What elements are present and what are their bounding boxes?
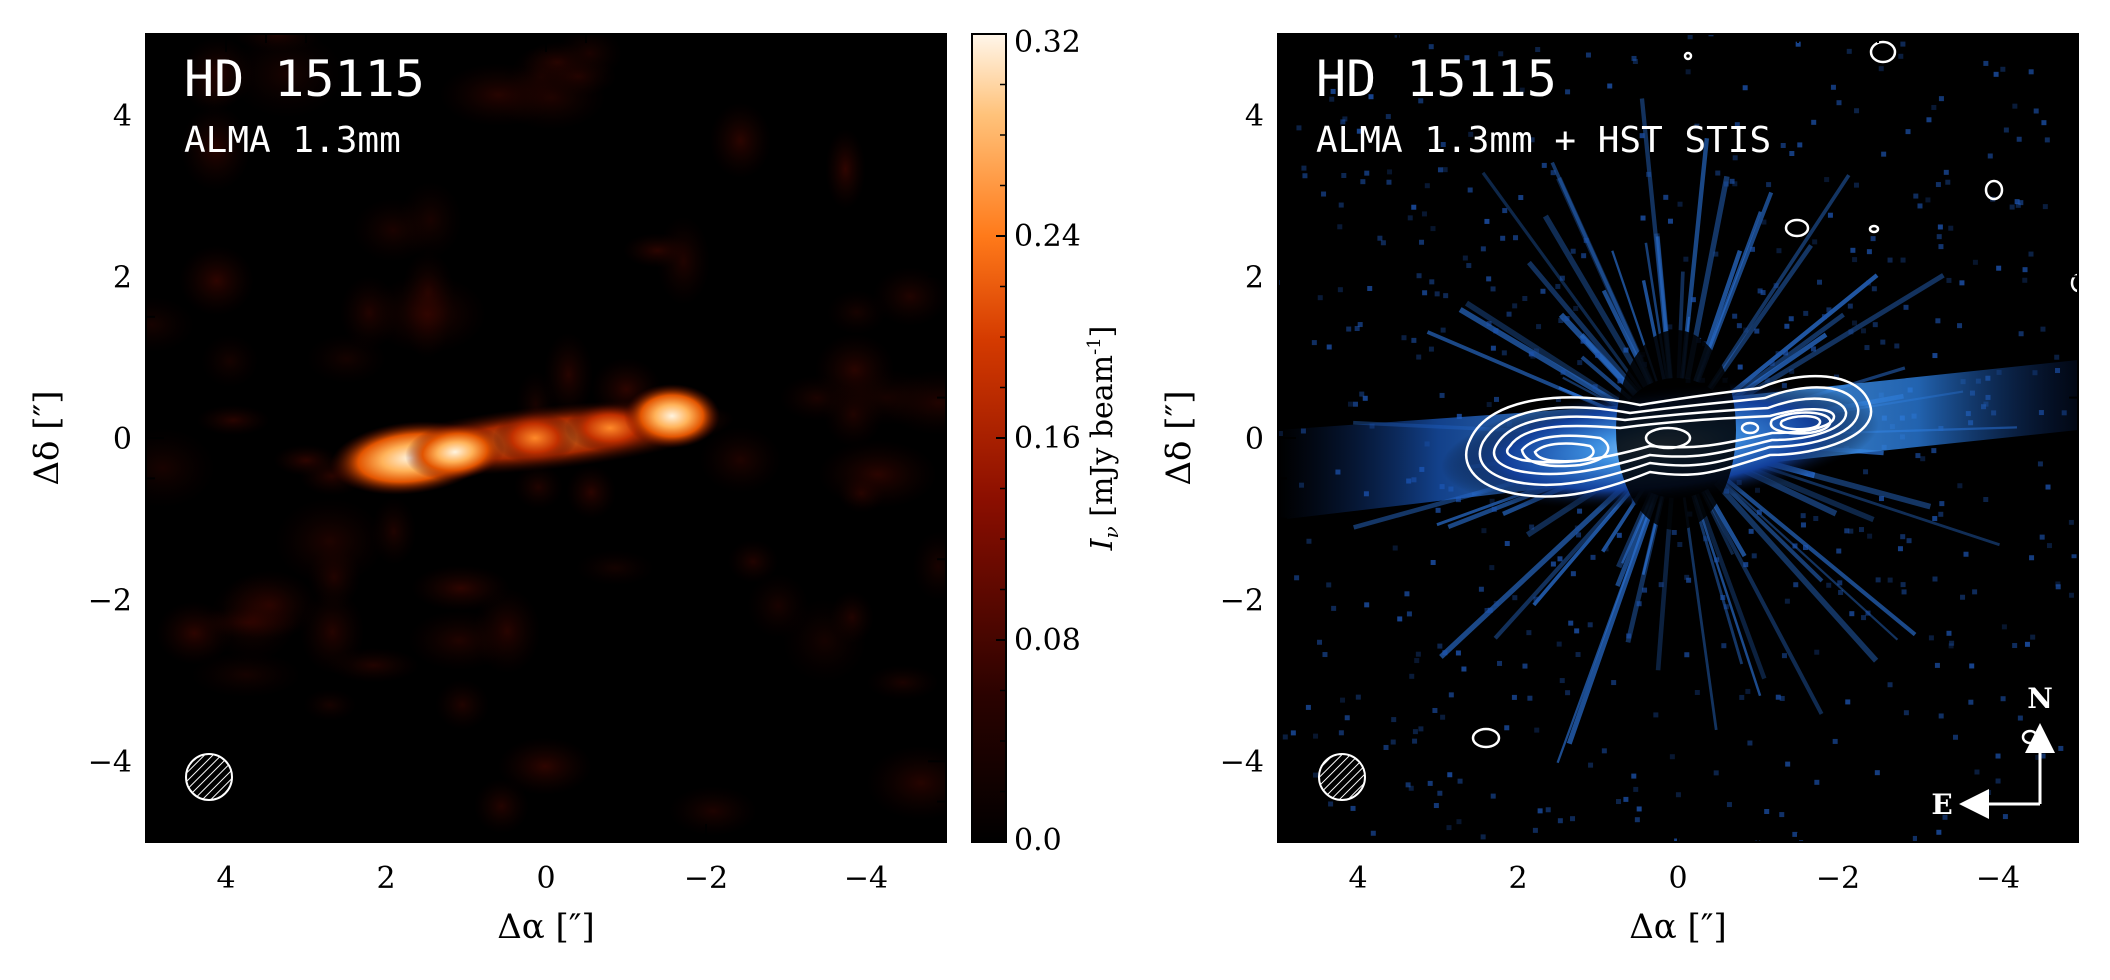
beam-ellipse — [185, 753, 233, 801]
beam-ellipse — [1318, 753, 1366, 801]
y-tick-label: 4 — [1245, 99, 1264, 134]
x-tick-label: 0 — [536, 861, 555, 896]
compass-east-label: E — [1931, 788, 1952, 821]
left-subtitle: ALMA 1.3mm — [184, 120, 401, 161]
x-tick-label: −4 — [1976, 861, 2020, 896]
y-tick-label: 2 — [1245, 260, 1264, 295]
left-axes: 4 4 2 2 0 0 −2 −2 −4 −4 — [88, 33, 947, 896]
x-tick-label: 0 — [1668, 861, 1687, 896]
y-tick-label: −2 — [1220, 584, 1264, 619]
left-map-image — [146, 34, 946, 837]
colorbar: 0.32 0.24 0.16 0.08 0.0 Iν [mJy beam-1] — [971, 25, 1123, 858]
y-tick-label: −4 — [88, 745, 132, 780]
x-tick-label: 2 — [376, 861, 395, 896]
right-xlabel: Δα [″] — [1629, 907, 1727, 947]
right-ylabel: Δδ [″] — [1159, 390, 1199, 485]
colorbar-tick-label: 0.32 — [1014, 25, 1081, 60]
right-panel: N E HD 15115 ALMA 1.3mm + HST STIS 4 4 2 2 0… — [1159, 33, 2079, 947]
x-tick-label: 4 — [216, 861, 235, 896]
colorbar-tick-label: 0.24 — [1014, 219, 1081, 254]
left-panel: HD 15115 ALMA 1.3mm 4 4 2 2 0 0 −2 −2 −4 −4 Δα [″… — [27, 33, 947, 947]
x-tick-label: −4 — [844, 861, 888, 896]
x-tick-label: 4 — [1348, 861, 1367, 896]
x-tick-label: −2 — [1816, 861, 1860, 896]
y-tick-label: 2 — [113, 260, 132, 295]
y-tick-label: 0 — [1245, 422, 1264, 457]
right-title: HD 15115 — [1316, 50, 1557, 108]
alma-contours — [1465, 40, 2078, 749]
colorbar-label: Iν [mJy beam-1] — [1084, 326, 1123, 552]
x-tick-label: 2 — [1508, 861, 1527, 896]
colorbar-tick-label: 0.08 — [1014, 623, 1081, 658]
x-tick-label: −2 — [684, 861, 728, 896]
y-tick-label: 4 — [113, 99, 132, 134]
right-subtitle: ALMA 1.3mm + HST STIS — [1316, 120, 1771, 161]
right-axes: 4 4 2 2 0 0 −2 −2 −4 −4 — [1220, 33, 2079, 896]
y-tick-label: −4 — [1220, 745, 1264, 780]
left-title: HD 15115 — [184, 50, 425, 108]
y-tick-label: −2 — [88, 584, 132, 619]
right-map-image: N E — [1278, 34, 2078, 842]
left-xlabel: Δα [″] — [497, 907, 595, 947]
compass — [1959, 723, 2055, 819]
colorbar-ticks: 0.32 0.24 0.16 0.08 0.0 — [996, 25, 1081, 858]
colorbar-tick-label: 0.16 — [1014, 421, 1081, 456]
left-ylabel: Δδ [″] — [27, 390, 67, 485]
colorbar-tick-label: 0.0 — [1014, 823, 1062, 858]
y-tick-label: 0 — [113, 422, 132, 457]
compass-north-label: N — [2027, 682, 2053, 715]
